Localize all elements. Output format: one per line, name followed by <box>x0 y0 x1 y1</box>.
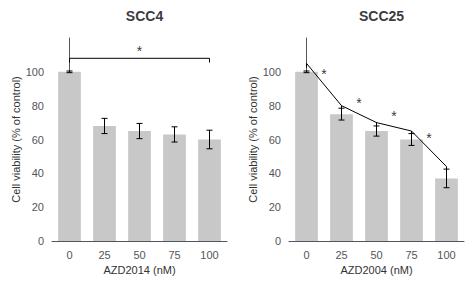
svg-text:25: 25 <box>335 249 347 261</box>
svg-text:*: * <box>391 108 397 124</box>
svg-text:75: 75 <box>405 249 417 261</box>
svg-text:50: 50 <box>370 249 382 261</box>
svg-text:25: 25 <box>98 249 110 261</box>
svg-text:0: 0 <box>303 249 309 261</box>
svg-text:60: 60 <box>269 134 281 146</box>
svg-text:80: 80 <box>32 100 44 112</box>
svg-text:*: * <box>137 43 143 59</box>
svg-text:AZD2014 (nM): AZD2014 (nM) <box>103 264 175 276</box>
svg-text:80: 80 <box>269 100 281 112</box>
svg-text:*: * <box>426 130 432 146</box>
svg-text:0: 0 <box>275 235 281 247</box>
svg-text:100: 100 <box>263 66 281 78</box>
svg-text:20: 20 <box>269 201 281 213</box>
svg-text:Cell viability (% of control): Cell viability (% of control) <box>247 76 259 203</box>
svg-text:50: 50 <box>133 249 145 261</box>
svg-text:SCC4: SCC4 <box>126 8 164 24</box>
svg-text:*: * <box>356 95 362 111</box>
svg-text:20: 20 <box>32 201 44 213</box>
svg-text:75: 75 <box>168 249 180 261</box>
svg-text:40: 40 <box>32 167 44 179</box>
svg-text:100: 100 <box>26 66 44 78</box>
svg-text:SCC25: SCC25 <box>359 8 404 24</box>
svg-text:AZD2004 (nM): AZD2004 (nM) <box>340 264 412 276</box>
svg-text:60: 60 <box>32 134 44 146</box>
svg-text:0: 0 <box>66 249 72 261</box>
svg-text:0: 0 <box>38 235 44 247</box>
svg-text:40: 40 <box>269 167 281 179</box>
svg-text:*: * <box>321 66 327 82</box>
svg-text:100: 100 <box>200 249 218 261</box>
svg-text:Cell viability (% of control): Cell viability (% of control) <box>10 76 22 203</box>
svg-text:100: 100 <box>437 249 455 261</box>
